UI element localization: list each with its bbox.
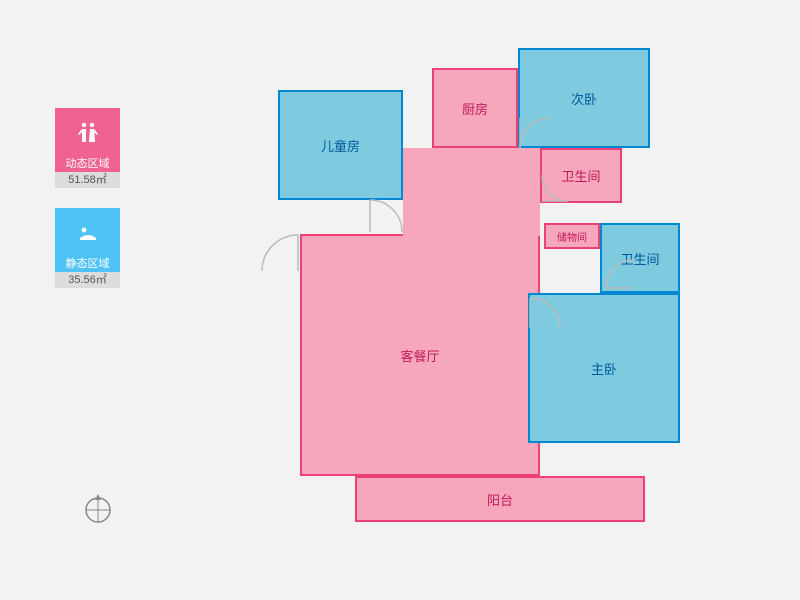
floorplan: 客餐厅 次卧 厨房 儿童房 卫生间 储物间 卫生间 主卧 阳台 <box>260 48 730 558</box>
door-arc-master <box>528 296 562 330</box>
room-living: 客餐厅 <box>300 234 540 476</box>
door-arc-entry <box>260 233 300 273</box>
room-label: 阳台 <box>487 490 513 509</box>
legend-icon-dynamic <box>55 108 120 156</box>
legend-label-static: 静态区域 <box>55 256 120 272</box>
room-label: 厨房 <box>462 99 488 118</box>
rest-icon <box>76 220 100 244</box>
room-balcony: 阳台 <box>355 476 645 522</box>
room-storage: 储物间 <box>544 223 600 249</box>
room-label: 儿童房 <box>321 136 360 155</box>
room-label: 储物间 <box>557 229 587 244</box>
room-living-top <box>403 148 540 236</box>
door-arc-bath1 <box>540 173 570 203</box>
legend-label-dynamic: 动态区域 <box>55 156 120 172</box>
people-icon <box>76 120 100 144</box>
legend-item-static: 静态区域 35.56㎡ <box>55 208 130 288</box>
legend-icon-static <box>55 208 120 256</box>
legend-item-dynamic: 动态区域 51.58㎡ <box>55 108 130 188</box>
legend-value-static: 35.56㎡ <box>55 272 120 288</box>
legend: 动态区域 51.58㎡ 静态区域 35.56㎡ <box>55 108 130 308</box>
room-kitchen: 厨房 <box>432 68 518 148</box>
compass-icon <box>80 490 116 531</box>
door-arc-bath2 <box>604 258 636 290</box>
legend-value-dynamic: 51.58㎡ <box>55 172 120 188</box>
door-arc-children <box>368 198 404 234</box>
room-label: 客餐厅 <box>400 346 439 365</box>
room-label: 次卧 <box>571 89 597 108</box>
door-arc-secondary <box>518 116 552 150</box>
room-children: 儿童房 <box>278 90 403 200</box>
room-label: 主卧 <box>591 359 617 378</box>
